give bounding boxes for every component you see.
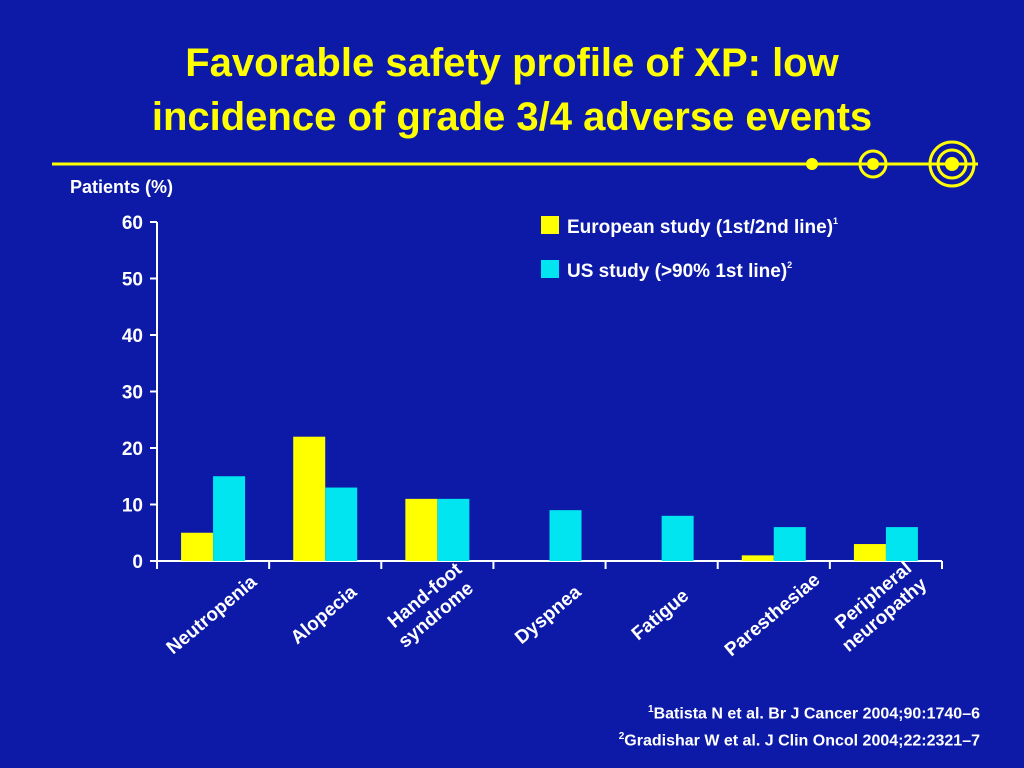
y-tick-label: 10 [122,496,143,517]
y-tick-label: 40 [122,326,143,347]
x-tick-label-text: Paresthesiae [721,569,824,660]
divider-target-small-center-icon [867,158,879,170]
bar-european [181,532,214,561]
chart-legend: European study (1st/2nd line)1 US study (… [541,216,838,282]
slide-title: Favorable safety profile of XP: low inci… [0,36,1024,144]
title-divider [52,140,978,188]
bar-european [741,555,774,561]
legend-swatch [541,216,559,234]
references: 1Batista N et al. Br J Cancer 2004;90:17… [619,698,980,753]
bar-european [853,544,886,561]
bar-us [661,515,694,561]
bar-us [437,498,470,561]
bar-us [549,510,582,561]
title-line-1: Favorable safety profile of XP: low [185,41,839,85]
bar-us [325,487,358,561]
y-tick-label: 30 [122,383,143,404]
chart-bars [181,436,918,561]
x-tick-label: Paresthesiae [721,569,824,660]
y-axis-label: Patients (%) [70,177,173,197]
reference-2: 2Gradishar W et al. J Clin Oncol 2004;22… [618,731,980,750]
x-tick-label: Dyspnea [511,581,586,648]
divider-target-large-center-icon [945,157,959,171]
x-tick-label: Hand-footsyndrome [381,558,481,652]
bar-us [773,527,806,561]
y-tick-label: 60 [122,213,143,234]
x-tick-label-text: Alopecia [287,581,361,648]
title-line-2: incidence of grade 3/4 adverse events [151,95,873,139]
bar-us [213,476,246,561]
x-tick-label: Peripheralneuropathy [824,557,931,657]
legend-swatch [541,260,559,278]
x-tick-label-text: Peripheralneuropathy [824,557,931,657]
x-tick-label: Fatigue [628,585,693,645]
divider-target-small-icon [858,149,888,179]
x-tick-label: Alopecia [287,581,361,648]
x-tick-label-text: Fatigue [628,585,693,645]
x-tick-label-text: Neutropenia [163,571,262,659]
x-tick-labels: Neutropenia Alopecia Hand-footsyndrome Dysp… [163,557,932,661]
x-tick-label: Neutropenia [163,571,262,659]
y-tick-label: 50 [122,270,143,291]
y-tick-label: 0 [132,552,143,573]
x-tick-label-text: Dyspnea [511,581,586,648]
divider-dot-icon [806,158,818,170]
bar-us [885,527,918,561]
y-tick-label: 20 [122,439,143,460]
divider-target-large-outer-icon [928,140,976,188]
legend-label: US study (>90% 1st line)2 [567,260,792,282]
legend-label: European study (1st/2nd line)1 [567,216,838,238]
bar-european [293,436,326,561]
reference-1: 1Batista N et al. Br J Cancer 2004;90:17… [648,704,980,723]
bar-european [405,498,438,561]
x-tick-label-text: Hand-footsyndrome [381,558,481,652]
divider-target-large-inner-icon [936,148,968,180]
